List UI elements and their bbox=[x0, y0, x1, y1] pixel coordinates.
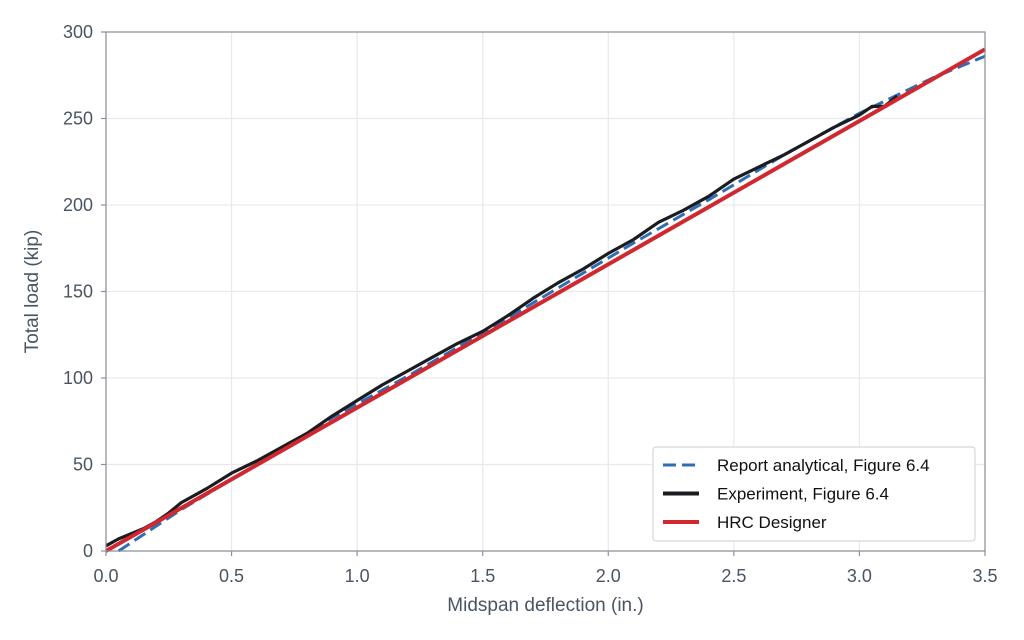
y-tick-label: 200 bbox=[63, 195, 93, 215]
y-tick-label: 150 bbox=[63, 282, 93, 302]
x-tick-label: 1.0 bbox=[345, 566, 370, 586]
y-tick-label: 250 bbox=[63, 109, 93, 129]
series-line-experiment-figure-6-4 bbox=[105, 94, 899, 548]
x-tick-label: 2.5 bbox=[721, 566, 746, 586]
legend-label-report-analytical-figure-6-4: Report analytical, Figure 6.4 bbox=[717, 456, 930, 475]
y-tick-label: 50 bbox=[73, 455, 93, 475]
x-axis-title: Midspan deflection (in.) bbox=[447, 595, 643, 616]
x-tick-label: 3.5 bbox=[972, 566, 997, 586]
y-axis-title: Total load (kip) bbox=[22, 230, 43, 354]
series-line-hrc-designer bbox=[105, 47, 986, 553]
y-tick-label: 0 bbox=[83, 541, 93, 561]
series-layer bbox=[105, 47, 986, 553]
y-tick-label: 100 bbox=[63, 368, 93, 388]
legend-label-experiment-figure-6-4: Experiment, Figure 6.4 bbox=[717, 485, 889, 504]
x-tick-label: 0.0 bbox=[93, 566, 118, 586]
x-tick-label: 3.0 bbox=[847, 566, 872, 586]
legend-label-hrc-designer: HRC Designer bbox=[717, 513, 827, 532]
legend: Report analytical, Figure 6.4 Experiment,… bbox=[652, 446, 976, 542]
x-tick-label: 1.5 bbox=[470, 566, 495, 586]
x-tick-label: 0.5 bbox=[219, 566, 244, 586]
y-tick-label: 300 bbox=[63, 22, 93, 42]
ticks: 0.0 0.5 1.0 1.5 2.0 2.5 3.0 3.5 0 50 100 150 200 250 3… bbox=[63, 22, 998, 586]
x-tick-label: 2.0 bbox=[596, 566, 621, 586]
legend-box bbox=[652, 446, 976, 542]
